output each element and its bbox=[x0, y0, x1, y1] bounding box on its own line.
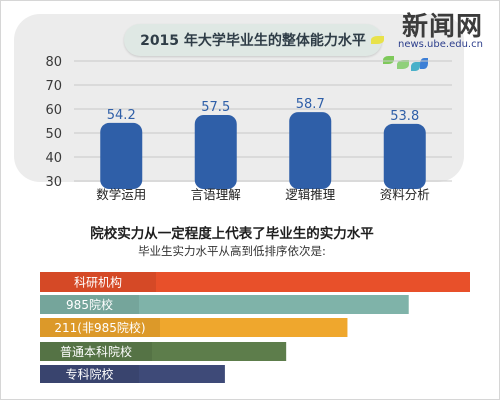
ranking-label-box bbox=[40, 318, 160, 337]
ranking-label-shade bbox=[40, 295, 139, 314]
ranking-label-shade bbox=[40, 365, 139, 383]
x-tick-label: 资料分析 bbox=[380, 187, 430, 202]
data-label: 53.8 bbox=[390, 109, 419, 124]
bar bbox=[383, 123, 426, 189]
bar bbox=[100, 122, 143, 189]
ranking-label-box bbox=[40, 272, 156, 292]
logo-url: news.ube.edu.cn bbox=[398, 39, 483, 50]
y-tick-label: 60 bbox=[45, 103, 62, 118]
data-label: 57.5 bbox=[201, 100, 230, 115]
x-tick-label: 言语理解 bbox=[191, 187, 241, 202]
y-tick-label: 70 bbox=[45, 79, 62, 94]
leaf-decoration-blue bbox=[420, 58, 428, 69]
logo-text: 新闻网 bbox=[402, 12, 484, 42]
ranking-title: 院校实力从一定程度上代表了毕业生的实力水平 bbox=[90, 226, 374, 242]
y-tick-label: 30 bbox=[45, 175, 62, 190]
y-tick-label: 80 bbox=[45, 55, 62, 70]
chart-title: 2015 年大学毕业生的整体能力水平 bbox=[124, 24, 382, 56]
ranking-label-shade bbox=[40, 318, 160, 337]
leaf-decoration-green bbox=[383, 56, 394, 64]
news-logo: 新闻网 news.ube.edu.cn bbox=[392, 6, 496, 58]
ranking-subtitle: 毕业生实力水平从高到低排序依次是: bbox=[138, 244, 326, 258]
ranking-label: 科研机构 bbox=[74, 275, 122, 290]
leaf-decoration-teal bbox=[411, 62, 420, 71]
ranking-label-shade bbox=[40, 272, 156, 292]
leaf-decoration-lightgreen bbox=[397, 60, 409, 69]
bar bbox=[289, 112, 332, 189]
y-tick-label: 50 bbox=[45, 127, 62, 142]
y-tick-label: 40 bbox=[45, 151, 62, 166]
ranking-label-box bbox=[40, 295, 139, 314]
bar bbox=[194, 115, 237, 189]
ranking-label-shade bbox=[40, 342, 152, 361]
ranking-label: 985院校 bbox=[66, 297, 113, 312]
ranking-label: 专科院校 bbox=[65, 367, 113, 382]
x-tick-label: 逻辑推理 bbox=[285, 187, 336, 202]
ranking-label-box bbox=[40, 342, 152, 361]
ranking-label: 211(非985院校) bbox=[54, 320, 145, 335]
x-tick-label: 数学运用 bbox=[96, 187, 146, 202]
leaf-decoration-yellow bbox=[371, 36, 384, 44]
ranking-label: 普通本科院校 bbox=[60, 344, 132, 359]
ranking-label-box bbox=[40, 365, 139, 383]
data-label: 54.2 bbox=[107, 108, 136, 123]
data-label: 58.7 bbox=[296, 97, 325, 112]
